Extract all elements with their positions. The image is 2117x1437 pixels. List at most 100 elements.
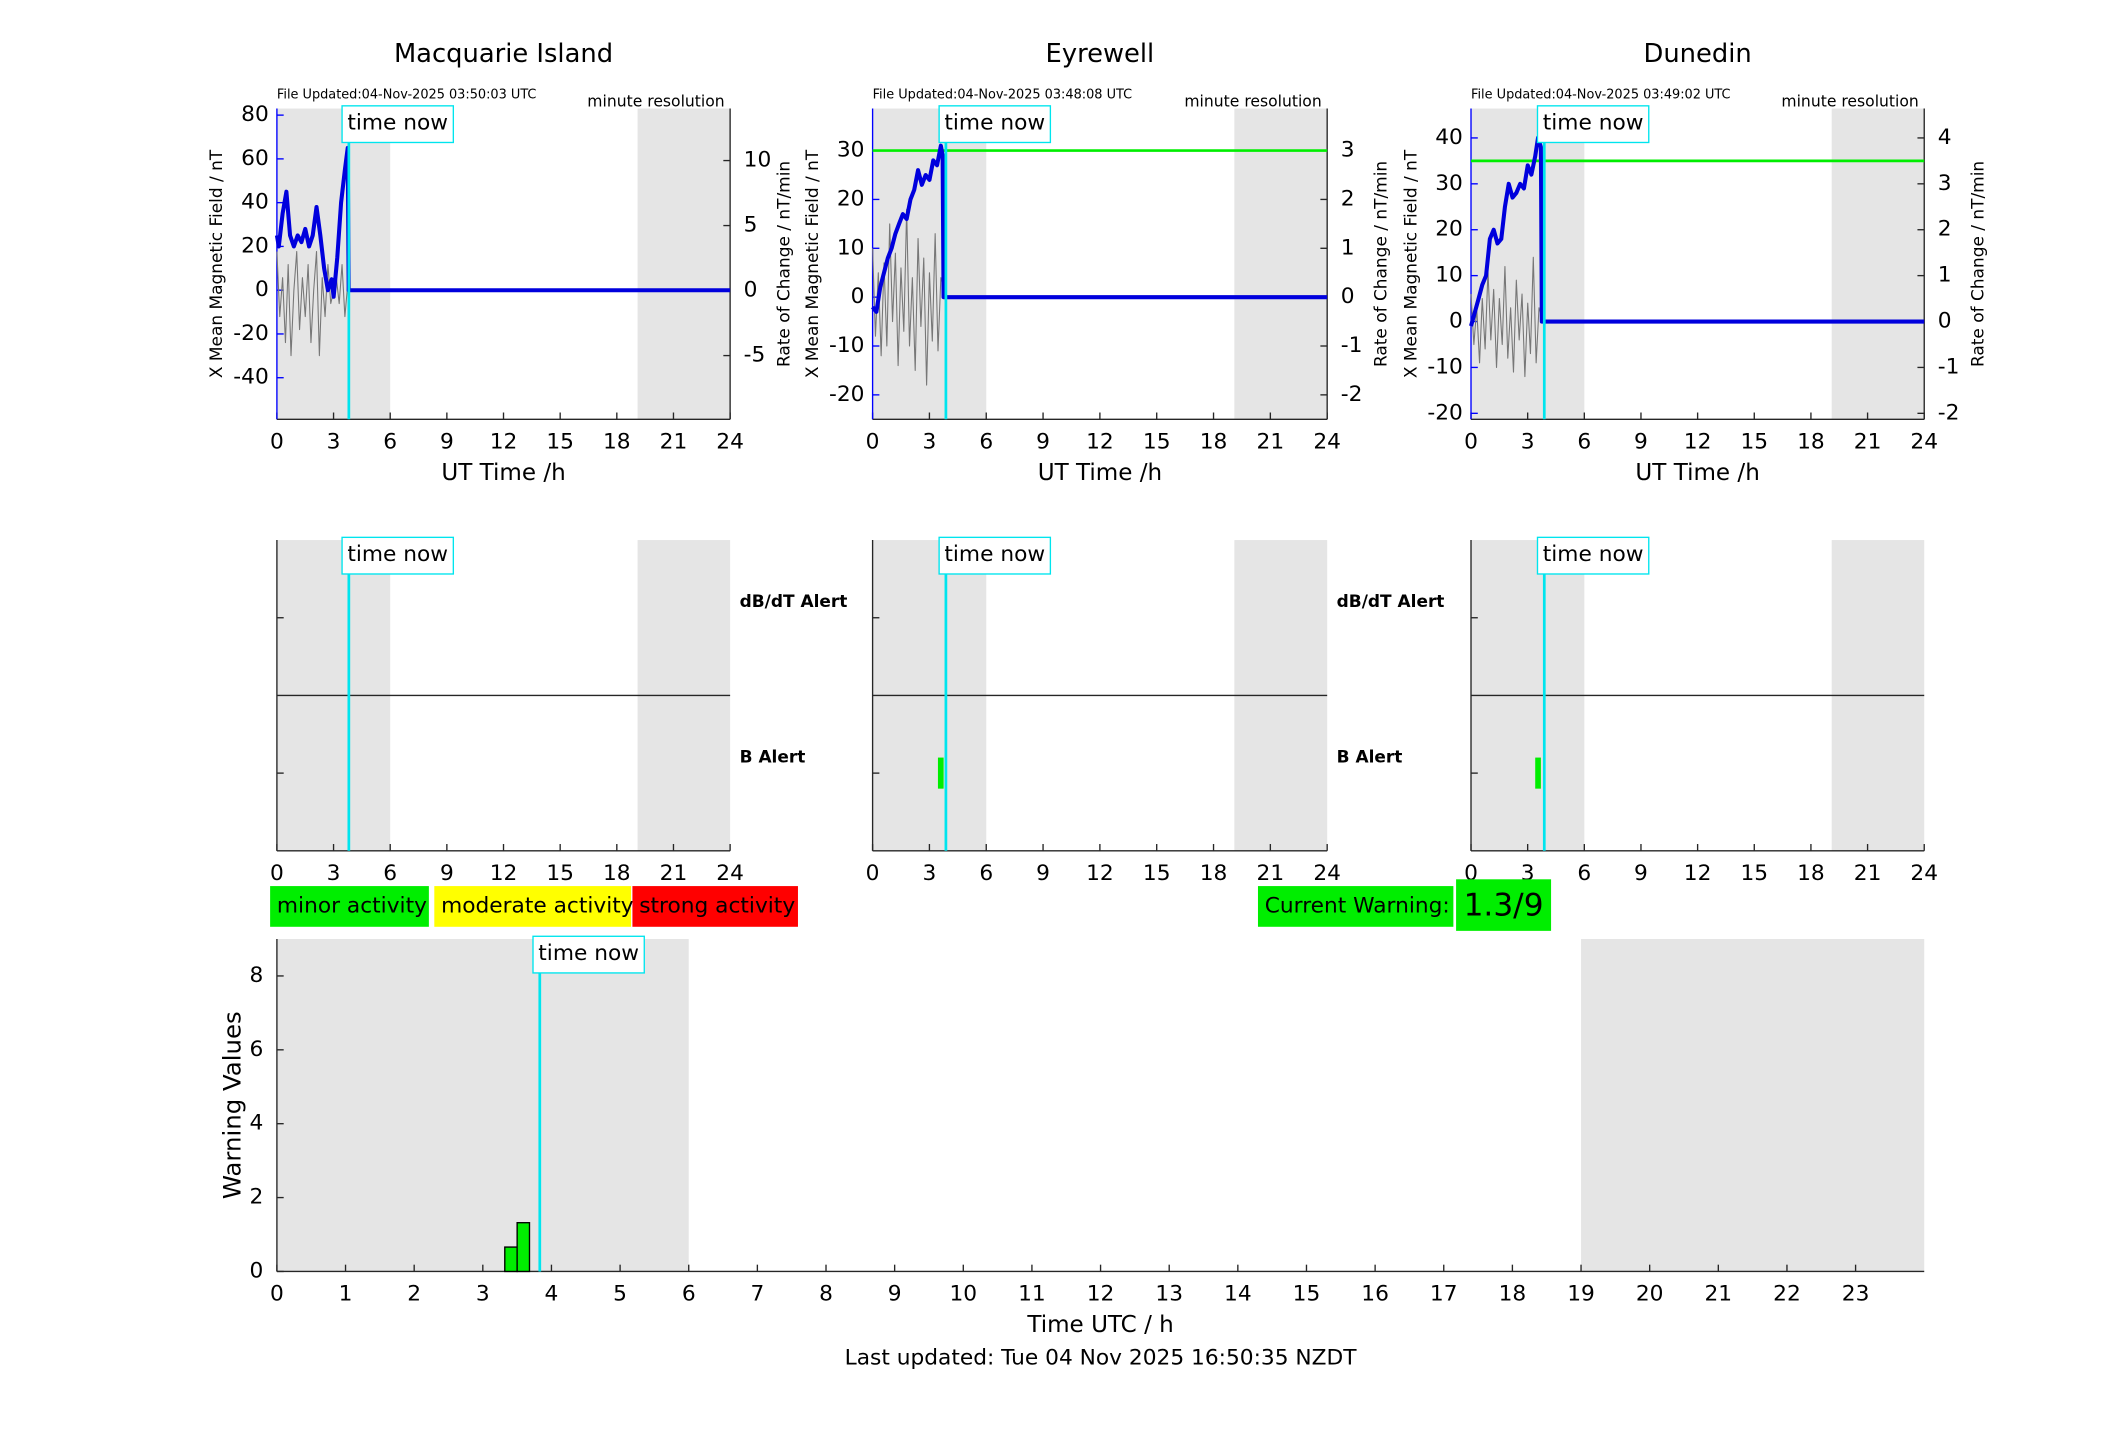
x-tick-label: 18 xyxy=(1200,429,1228,454)
y2-axis-label: Rate of Change / nT/min xyxy=(1968,161,1988,367)
file-updated: File Updated:04-Nov-2025 03:50:03 UTC xyxy=(277,87,537,102)
y-tick-label: 20 xyxy=(1435,217,1463,242)
y2-tick-label: 2 xyxy=(1341,186,1355,211)
night-shading xyxy=(276,939,689,1272)
y-tick-label: 30 xyxy=(1435,171,1463,196)
x-tick-label: 3 xyxy=(1521,429,1535,454)
x-tick-label: 24 xyxy=(1910,429,1938,454)
x-tick-label: 24 xyxy=(1313,861,1341,886)
time-now-label: time now xyxy=(1543,110,1644,135)
x-tick-label: 6 xyxy=(682,1282,696,1307)
y-axis-label: X Mean Magnetic Field / nT xyxy=(206,149,226,378)
y2-tick-label: 2 xyxy=(1938,217,1952,242)
x-tick-label: 18 xyxy=(603,429,631,454)
x-axis-label: UT Time /h xyxy=(441,460,565,486)
x-tick-label: 13 xyxy=(1155,1282,1183,1307)
y2-tick-label: 5 xyxy=(744,213,758,238)
y-tick-label: 4 xyxy=(250,1111,264,1136)
x-tick-label: 12 xyxy=(1684,429,1712,454)
y-tick-label: 60 xyxy=(241,146,269,171)
x-tick-label: 18 xyxy=(1797,861,1825,886)
y-tick-label: -20 xyxy=(829,382,864,407)
x-tick-label: 3 xyxy=(327,861,341,886)
x-tick-label: 10 xyxy=(949,1282,977,1307)
x-tick-label: 9 xyxy=(1036,429,1050,454)
x-tick-label: 21 xyxy=(1704,1282,1732,1307)
x-tick-label: 15 xyxy=(1740,861,1768,886)
y2-tick-label: 10 xyxy=(744,148,772,173)
x-tick-label: 18 xyxy=(1797,429,1825,454)
y2-axis-label: Rate of Change / nT/min xyxy=(1370,161,1390,367)
y-tick-label: 0 xyxy=(255,277,269,302)
panel-title: Macquarie Island xyxy=(394,39,613,69)
y2-tick-label: 3 xyxy=(1938,171,1952,196)
time-now-box xyxy=(341,105,455,144)
y-tick-label: 10 xyxy=(1435,263,1463,288)
time-now-box xyxy=(532,935,645,974)
field-line xyxy=(274,145,731,299)
x-tick-label: 15 xyxy=(1740,429,1768,454)
x-axis-label: UT Time /h xyxy=(1038,460,1162,486)
y-tick-label: 40 xyxy=(1435,125,1463,150)
alert-row-label: dB/dT Alert xyxy=(1337,591,1445,611)
x-tick-label: 15 xyxy=(1293,1282,1321,1307)
x-tick-label: 15 xyxy=(546,429,574,454)
x-tick-label: 15 xyxy=(546,861,574,886)
y-tick-label: 2 xyxy=(250,1185,264,1210)
warning-label: Current Warning: xyxy=(1265,893,1450,918)
field-line xyxy=(870,143,1328,314)
x-tick-label: 5 xyxy=(613,1282,627,1307)
x-tick-label: 21 xyxy=(1257,861,1285,886)
time-now-label: time now xyxy=(347,542,448,567)
y-tick-label: -20 xyxy=(233,321,268,346)
field-line xyxy=(1469,135,1925,327)
x-tick-label: 12 xyxy=(1086,429,1114,454)
x-tick-label: 3 xyxy=(476,1282,490,1307)
panel-title: Dunedin xyxy=(1644,39,1752,69)
y-tick-label: 80 xyxy=(241,102,269,127)
y2-tick-label: 1 xyxy=(1341,235,1355,260)
x-tick-label: 21 xyxy=(1257,429,1285,454)
x-tick-label: 21 xyxy=(1854,861,1882,886)
y2-tick-label: -1 xyxy=(1341,333,1363,358)
x-tick-label: 9 xyxy=(440,861,454,886)
x-tick-label: 0 xyxy=(866,861,880,886)
y2-axis-label: Rate of Change / nT/min xyxy=(773,161,793,367)
night-shading xyxy=(276,108,391,420)
x-tick-label: 16 xyxy=(1361,1282,1389,1307)
x-tick-label: 0 xyxy=(866,429,880,454)
x-tick-label: 24 xyxy=(716,861,744,886)
y-axis-label: Warning Values xyxy=(217,1011,246,1199)
warning-label-box xyxy=(1257,886,1454,927)
x-tick-label: 3 xyxy=(327,429,341,454)
x-tick-label: 18 xyxy=(603,861,631,886)
x-axis-label: Time UTC / h xyxy=(1026,1312,1173,1338)
x-tick-label: 23 xyxy=(1842,1282,1870,1307)
y-axis-label: X Mean Magnetic Field / nT xyxy=(1400,149,1420,378)
y2-tick-label: -1 xyxy=(1938,354,1960,379)
x-tick-label: 21 xyxy=(660,429,688,454)
time-now-label: time now xyxy=(944,542,1045,567)
time-now-box xyxy=(938,105,1052,144)
warning-bar xyxy=(504,1246,518,1273)
x-tick-label: 24 xyxy=(716,429,744,454)
x-tick-label: 6 xyxy=(1577,429,1591,454)
x-tick-label: 12 xyxy=(1086,861,1114,886)
x-tick-label: 9 xyxy=(1634,429,1648,454)
last-updated: Last updated: Tue 04 Nov 2025 16:50:35 N… xyxy=(845,1345,1358,1370)
night-shading xyxy=(872,108,987,420)
x-tick-label: 8 xyxy=(819,1282,833,1307)
x-tick-label: 12 xyxy=(1087,1282,1115,1307)
legend-label: moderate activity xyxy=(441,893,634,918)
time-now-label: time now xyxy=(1543,542,1644,567)
time-now-box xyxy=(1536,536,1650,575)
warning-bar xyxy=(516,1222,531,1273)
x-tick-label: 18 xyxy=(1499,1282,1527,1307)
y2-tick-label: -2 xyxy=(1938,400,1960,425)
night-shading xyxy=(1234,108,1328,420)
x-tick-label: 6 xyxy=(383,429,397,454)
night-shading xyxy=(1831,108,1925,420)
y2-tick-label: -5 xyxy=(744,343,766,368)
y2-tick-label: 0 xyxy=(744,278,758,303)
